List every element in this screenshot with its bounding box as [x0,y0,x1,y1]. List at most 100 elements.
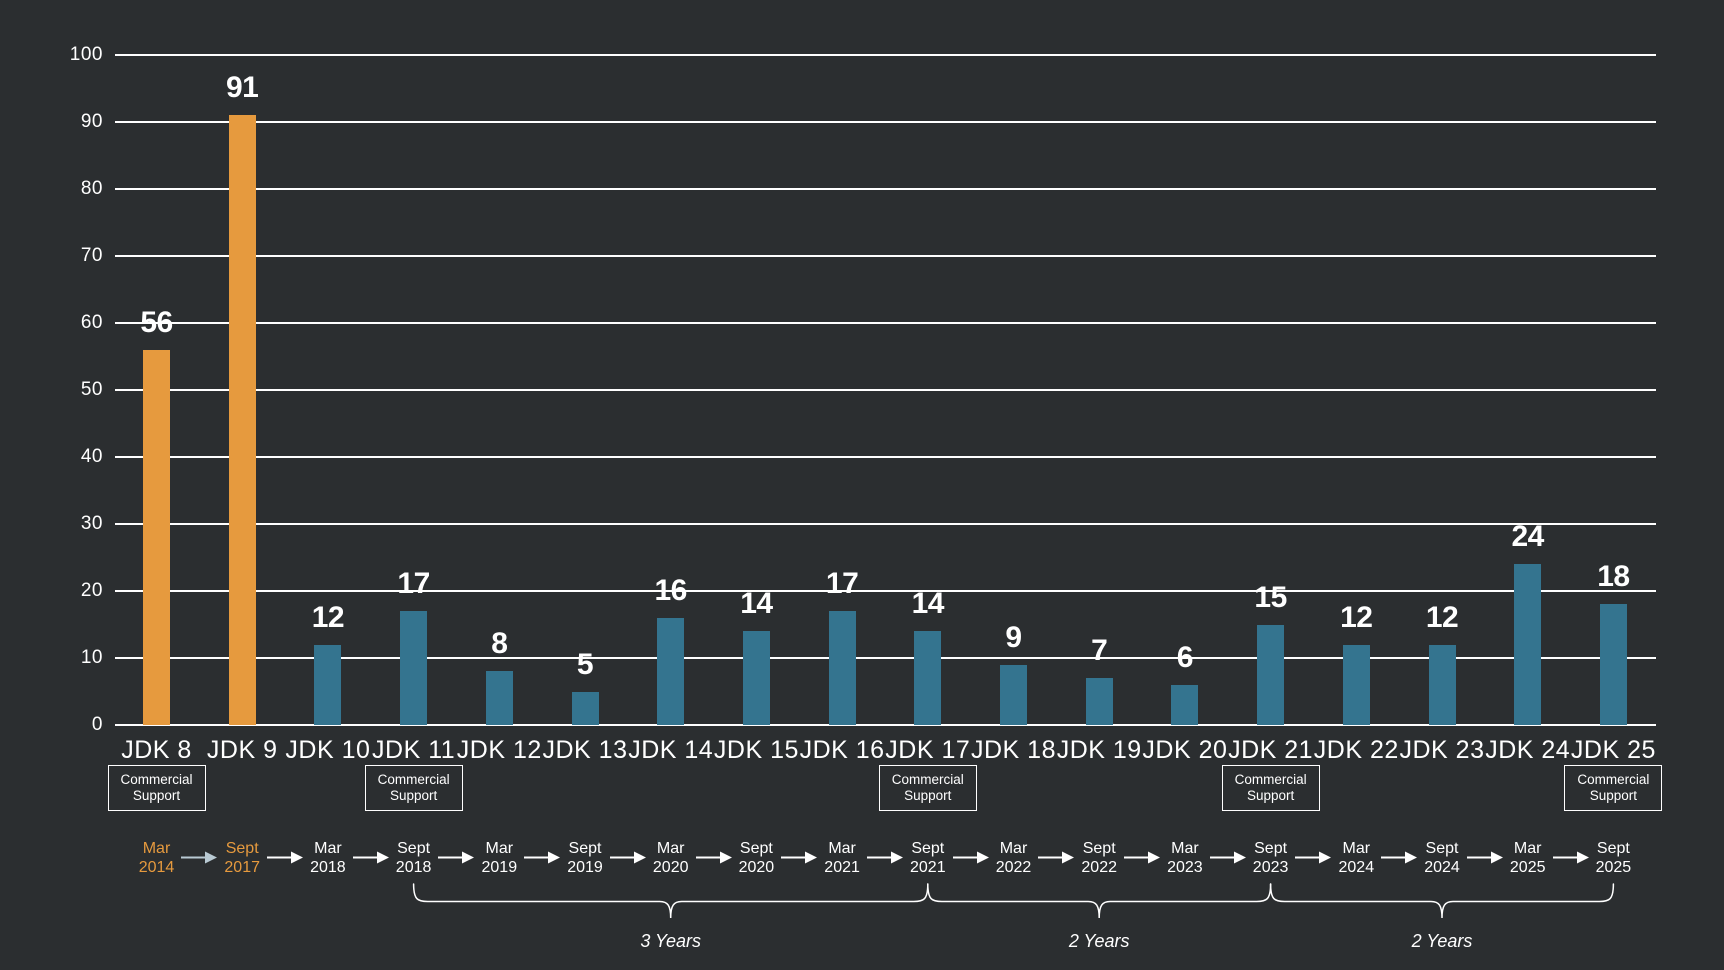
timeline-year: 2024 [1338,859,1375,876]
timeline-arrow-icon [952,851,989,864]
x-axis-line [115,723,1656,727]
timeline-arrow-icon [781,851,818,864]
timeline-year: 2023 [1252,859,1289,876]
commercial-support-line1: Commercial [891,772,964,787]
y-tick-label: 50 [80,379,103,400]
bar [742,631,770,725]
timeline-date: Sept 2018 [374,839,454,877]
timeline-year: 2018 [310,859,346,876]
timeline-date: Mar 2024 [1316,839,1396,877]
x-axis-category-label: JDK 24 [1485,736,1571,764]
commercial-support-line2: Support [904,788,952,803]
timeline-arrow-icon [1381,851,1418,864]
bar-value-label: 24 [1511,520,1545,554]
timeline-year: 2017 [224,859,260,876]
timeline-month: Sept [568,840,602,857]
timeline-year: 2024 [1424,859,1460,876]
timeline-month: Sept [911,840,945,857]
timeline-month: Sept [397,840,431,857]
x-axis-category-label: JDK 9 [206,736,278,764]
bar [1257,624,1285,725]
y-tick-label: 90 [80,111,103,132]
commercial-support-line2: Support [389,788,438,803]
timeline-date: Sept 2019 [545,839,625,877]
bar [1171,684,1199,725]
timeline-year: 2014 [138,859,175,876]
timeline-month: Sept [1596,840,1630,857]
bar-value-label: 17 [825,567,859,601]
bar-value-label: 12 [1425,600,1459,634]
bar-value-label: 91 [226,71,259,105]
gridline [115,255,1656,257]
bar [657,617,685,725]
gridline [115,54,1656,56]
bar-value-label: 14 [740,587,773,621]
gridline [115,523,1656,525]
y-tick-label: 80 [80,178,103,199]
bar [571,691,599,725]
gridline [115,121,1656,123]
bar [400,611,428,725]
x-axis-category-label: JDK 22 [1313,736,1399,764]
gridline [115,188,1656,190]
timeline-arrow-icon [1295,851,1332,864]
timeline-month: Sept [1425,840,1459,857]
x-axis-category-label: JDK 17 [885,736,971,764]
timeline-date: Mar 2018 [288,839,368,877]
gridline [115,590,1656,592]
timeline-year: 2019 [567,859,603,876]
commercial-support-line2: Support [1589,788,1638,803]
bar [1599,604,1627,725]
timeline-month: Mar [656,840,685,857]
commercial-support-line1: Commercial [377,772,450,787]
cadence-brace [1269,883,1615,919]
commercial-support-badge: Commercial Support [364,765,463,811]
bar-value-label: 12 [1340,600,1373,634]
commercial-support-badge: Commercial Support [1564,765,1663,811]
y-tick-label: 60 [80,312,103,333]
bar [914,631,942,725]
timeline-arrow-icon [1552,851,1589,864]
timeline-date: Sept 2023 [1231,839,1311,877]
commercial-support-badge: Commercial Support [878,765,977,811]
x-axis-category-label: JDK 23 [1399,736,1485,764]
y-tick-label: 100 [69,44,103,65]
x-axis-category-label: JDK 15 [713,736,799,764]
bar-value-label: 14 [911,587,945,621]
x-axis-category-label: JDK 18 [971,736,1056,764]
timeline-arrow-icon [1466,851,1503,864]
timeline-date: Mar 2023 [1145,839,1225,877]
commercial-support-badge: Commercial Support [107,765,206,811]
bar [1342,644,1370,725]
timeline-date: Sept 2021 [888,839,968,877]
timeline-year: 2020 [738,859,775,876]
cadence-brace [412,883,929,919]
timeline-arrow-icon [438,851,475,864]
timeline-date: Mar 2021 [802,839,882,877]
bar-value-label: 12 [311,600,345,634]
timeline-arrow-icon [352,851,389,864]
gridline [115,389,1656,391]
x-axis-category-label: JDK 8 [121,736,192,764]
bar-value-label: 9 [1005,620,1022,654]
timeline-date: Sept 2020 [716,839,796,877]
commercial-support-line2: Support [1246,788,1295,803]
bar [485,671,513,725]
bar-value-label: 16 [654,573,688,607]
timeline-arrow-icon [609,851,646,864]
timeline-year: 2021 [910,859,946,876]
x-axis-category-label: JDK 10 [285,736,371,764]
x-axis-category-label: JDK 14 [628,736,714,764]
timeline-date: Sept 2017 [202,839,282,877]
timeline-year: 2021 [824,859,860,876]
timeline-year: 2022 [995,859,1032,876]
timeline-month: Mar [314,840,342,857]
timeline-month: Sept [225,840,259,857]
x-axis-category-label: JDK 16 [799,736,885,764]
timeline-month: Mar [485,840,514,857]
x-axis-category-label: JDK 19 [1056,736,1142,764]
timeline-arrow-icon [267,851,304,864]
timeline-date: Mar 2014 [117,839,197,877]
x-axis-category-label: JDK 21 [1228,736,1314,764]
